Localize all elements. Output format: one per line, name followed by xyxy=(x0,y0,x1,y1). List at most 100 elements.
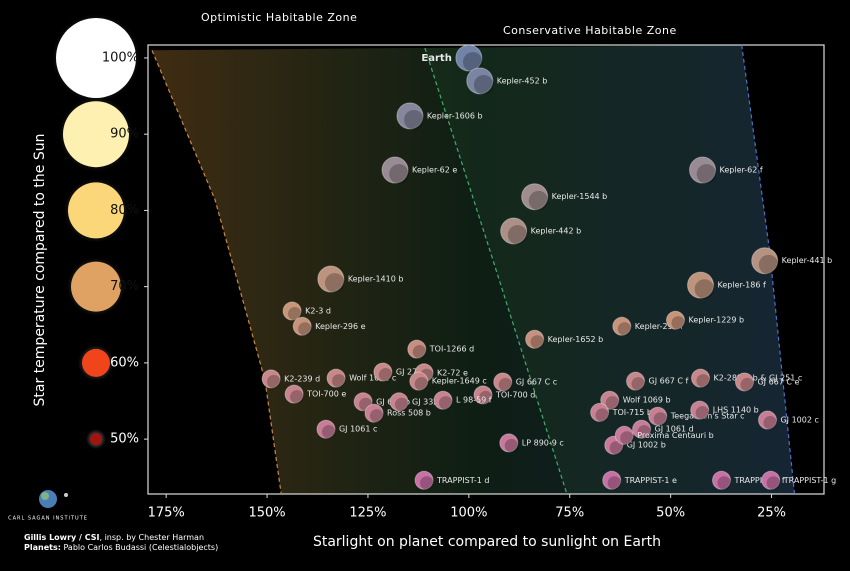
planet-label: GJ 273 b xyxy=(396,368,430,377)
planet-shade xyxy=(694,279,715,299)
planet-shade xyxy=(412,345,427,359)
planet-label: L 98-59 f xyxy=(456,396,492,405)
x-tick-label: 75% xyxy=(555,506,584,521)
planet xyxy=(326,368,346,388)
legend-label: Conservative Habitable Zone xyxy=(503,24,677,37)
legend-bg xyxy=(195,11,377,25)
x-tick-label: 125% xyxy=(349,506,386,521)
planet xyxy=(614,425,634,445)
plot-frame xyxy=(147,44,825,495)
planet-shade xyxy=(267,374,281,389)
planet-label: TOI-700 d xyxy=(495,390,535,399)
star xyxy=(71,261,121,312)
planet xyxy=(493,372,513,392)
planet xyxy=(407,339,427,359)
planet xyxy=(284,384,304,404)
planet-label: Kepler-296 e xyxy=(315,322,365,331)
planet xyxy=(751,247,779,275)
logo: CARL SAGAN INSTITUTE xyxy=(8,490,87,522)
planet-label: Kepler-1652 b xyxy=(548,335,604,344)
planet-shade xyxy=(530,335,545,349)
planet-label: Kepler-186 f xyxy=(718,281,766,290)
planet xyxy=(316,419,336,439)
planet-label: Kepler-452 b xyxy=(497,76,548,85)
planet xyxy=(626,371,646,391)
planet-shade xyxy=(478,390,493,405)
planet-label: LP 890-9 c xyxy=(522,438,564,447)
star xyxy=(56,17,136,98)
planet-shade xyxy=(766,476,781,490)
legend-label: Optimistic Habitable Zone xyxy=(201,11,357,24)
planet xyxy=(500,217,528,245)
planet xyxy=(433,390,453,410)
x-tick-label: 25% xyxy=(757,506,786,521)
planet xyxy=(466,67,494,95)
planet-label: Kepler-1544 b xyxy=(552,192,608,201)
planet-label: TRAPPIST-1 e xyxy=(624,476,677,485)
y-axis-label: Star temperature compared to the Sun xyxy=(32,134,48,407)
planet xyxy=(381,156,409,184)
planet-shade xyxy=(288,306,302,321)
planet-shade xyxy=(378,367,393,382)
planet xyxy=(455,44,483,72)
planet xyxy=(734,372,754,392)
planet xyxy=(396,102,424,130)
planet-shade xyxy=(758,254,779,275)
planet-shade xyxy=(696,164,717,184)
planet-label: K2-72 e xyxy=(437,368,468,377)
credit-1: Gillis Lowry / CSI, insp. by Chester Har… xyxy=(24,533,204,542)
planet-shade xyxy=(607,476,622,490)
legend-bg xyxy=(497,24,679,38)
planet-label: GJ 667 C f xyxy=(649,377,689,386)
planet-shade xyxy=(637,425,652,439)
credit-2: Planets: Pablo Carlos Budassi (Celestial… xyxy=(24,543,218,552)
planet-shade xyxy=(438,396,453,410)
planet-shade xyxy=(653,412,668,426)
planet xyxy=(389,392,409,412)
planet xyxy=(757,410,777,430)
planet xyxy=(317,265,345,293)
y-tick-label: 60% xyxy=(110,355,139,370)
planet-shade xyxy=(324,273,345,293)
planet xyxy=(691,368,711,388)
planet-shade xyxy=(389,164,409,184)
planet-label: Teegarden's Star c xyxy=(670,412,745,421)
planet xyxy=(690,400,710,420)
planet-shade xyxy=(528,190,549,211)
planet-label: GJ 1061 c xyxy=(339,425,377,434)
x-tick-label: 100% xyxy=(450,506,487,521)
planet-shade xyxy=(696,374,710,388)
planet-shade xyxy=(605,396,620,410)
planet-label: Kepler-1649 c xyxy=(432,377,487,386)
planet-label: Kepler-441 b xyxy=(782,256,833,265)
planet-shade xyxy=(290,390,304,404)
planet-label: K2-3 d xyxy=(305,307,331,316)
planet-label: GJ 1002 b xyxy=(627,441,666,450)
planet xyxy=(521,183,549,211)
x-axis-label: Starlight on planet compared to sunlight… xyxy=(313,534,661,550)
planet xyxy=(590,402,610,422)
planet-shade xyxy=(740,377,754,392)
star xyxy=(68,182,124,239)
planet xyxy=(648,406,668,426)
planet xyxy=(409,371,429,391)
planet xyxy=(711,470,731,490)
planet-shade xyxy=(414,377,429,391)
planet-label: Ross 508 b xyxy=(387,409,431,418)
planet-label: TOI-700 e xyxy=(306,390,346,399)
planet-label: TOI-1266 d xyxy=(429,345,474,354)
planet-label: GJ 1061 d xyxy=(655,425,694,434)
planet-label: Kepler-296 f xyxy=(635,322,683,331)
planet xyxy=(689,156,717,184)
planet-shade xyxy=(671,316,685,330)
planet-label: GJ 1002 c xyxy=(780,416,818,425)
planet-label: K2-239 d xyxy=(284,374,320,383)
star xyxy=(82,348,110,377)
planet-label: Kepler-1606 b xyxy=(427,111,483,120)
zone-boundary xyxy=(424,47,568,495)
planet-label: LHS 1140 b xyxy=(713,406,759,415)
planet-label: TRAPPIST-1 d xyxy=(436,476,489,485)
planet xyxy=(612,316,632,336)
credit-2-bold: Planets: xyxy=(24,543,61,552)
star xyxy=(90,433,102,446)
